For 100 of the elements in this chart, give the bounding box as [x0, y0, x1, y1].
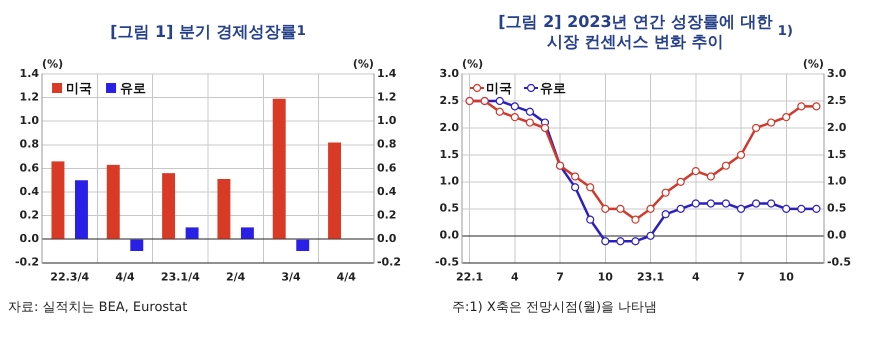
point — [631, 237, 640, 246]
point — [797, 204, 806, 213]
y2-tick-label: -0.2 — [376, 256, 402, 269]
point — [510, 102, 519, 110]
x-tick-label: 3/4 — [281, 270, 301, 284]
x-tick-label: 4/4 — [115, 270, 136, 284]
y-tick-label: 2.5 — [440, 94, 460, 107]
y-tick-label: 0.0 — [440, 228, 460, 242]
x-tick-label: 4 — [692, 270, 700, 284]
legend-label: 미국 — [486, 81, 512, 96]
y2-axis-title: (%) — [352, 57, 374, 70]
point — [616, 204, 624, 213]
y2-tick-label: 0.0 — [826, 228, 847, 242]
text: 자료: 실적치는 BEA, Eurostat — [8, 299, 188, 316]
y-axis-title: (%) — [42, 57, 64, 70]
point — [782, 113, 790, 122]
y2-axis-title: (%) — [802, 57, 824, 70]
point — [812, 204, 821, 213]
point — [586, 183, 594, 192]
y2-tick-label: 1.0 — [826, 174, 847, 188]
y-axis-title: (%) — [462, 57, 484, 70]
y2-tick-label: 0.6 — [376, 161, 397, 174]
point — [662, 188, 670, 197]
point — [601, 204, 610, 213]
y-tick-label: 0.4 — [20, 184, 40, 198]
point — [676, 204, 685, 213]
point — [767, 199, 776, 208]
x-tick-label: 23.1 — [636, 270, 664, 284]
y-tick-label: 0.8 — [20, 138, 40, 151]
x-tick-label: 7 — [556, 270, 564, 284]
point — [616, 237, 624, 246]
x-tick-label: 10 — [598, 270, 614, 284]
bar — [272, 98, 286, 239]
point — [646, 204, 655, 213]
y2-tick-label: 1.5 — [826, 148, 846, 161]
x-tick-label: 22.1 — [456, 270, 484, 284]
bar — [240, 227, 254, 239]
point — [526, 108, 534, 116]
y-tick-label: -0.2 — [14, 256, 40, 269]
bar — [296, 240, 310, 251]
y-tick-label: 3.0 — [440, 66, 460, 80]
point — [722, 162, 730, 170]
y-tick-label: 1.0 — [20, 114, 40, 128]
bar — [328, 142, 341, 239]
text: 주:1) X축은 전망시점(월)을 나타냄 — [451, 299, 658, 316]
y2-tick-label: 2.5 — [826, 94, 846, 107]
y-tick-label: 0.0 — [20, 232, 40, 246]
y-tick-label: 0.5 — [440, 202, 460, 215]
y2-tick-label: 1.0 — [376, 114, 397, 128]
point — [706, 172, 715, 181]
point — [782, 204, 790, 213]
point — [736, 204, 746, 213]
point — [510, 113, 519, 122]
point — [676, 178, 685, 186]
y-tick-label: 0.2 — [20, 208, 40, 222]
point — [797, 102, 806, 110]
bar — [217, 179, 230, 239]
bar — [51, 161, 64, 239]
x-tick-label: 23.1/4 — [160, 270, 200, 284]
point — [722, 199, 730, 208]
y2-tick-label: 2.0 — [826, 120, 847, 134]
x-tick-label: 2/4 — [226, 270, 246, 284]
point — [767, 118, 776, 127]
point — [496, 108, 504, 116]
point — [736, 150, 746, 160]
y2-tick-label: 0.0 — [376, 232, 397, 246]
point — [540, 124, 550, 132]
y-tick-label: 1.2 — [20, 90, 40, 104]
y-tick-label: 1.0 — [440, 174, 460, 188]
x-tick-label: 22.3/4 — [50, 270, 90, 284]
point — [601, 237, 610, 246]
point — [692, 166, 700, 176]
point — [586, 216, 594, 224]
legend-label: 유로 — [120, 81, 146, 96]
y-tick-label: 1.5 — [440, 148, 460, 161]
point — [752, 199, 760, 208]
point — [571, 183, 580, 192]
bar — [162, 173, 176, 239]
y-tick-label: -0.5 — [434, 256, 460, 269]
y2-tick-label: 1.4 — [376, 66, 397, 80]
y-tick-label: 1.4 — [20, 66, 40, 80]
point — [646, 232, 655, 240]
y2-tick-label: 0.8 — [376, 138, 396, 151]
legend-label: 유로 — [540, 81, 566, 96]
y-tick-label: 2.0 — [440, 120, 460, 134]
bar — [186, 227, 199, 239]
x-tick-label: 7 — [737, 270, 745, 284]
point — [631, 216, 640, 224]
bar — [75, 180, 88, 239]
point — [812, 102, 821, 110]
bar — [106, 164, 120, 239]
point — [706, 199, 715, 208]
point — [496, 96, 504, 106]
point — [571, 172, 580, 181]
point — [526, 118, 534, 127]
point — [752, 124, 760, 132]
y-tick-label: 0.6 — [20, 161, 40, 174]
y2-tick-label: 3.0 — [826, 66, 847, 80]
y2-tick-label: 1.2 — [376, 90, 396, 104]
y2-tick-label: 0.5 — [826, 202, 846, 215]
